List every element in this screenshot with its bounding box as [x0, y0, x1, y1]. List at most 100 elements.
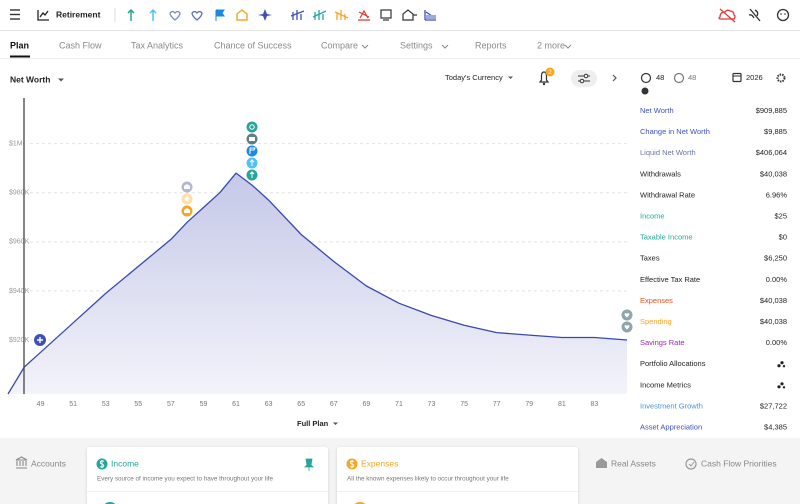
metric-value: $9,885	[764, 127, 787, 136]
x-tick-label: 59	[200, 401, 208, 408]
x-tick-label: 83	[591, 401, 599, 408]
metric-icon	[780, 382, 784, 386]
metric-value: $25	[774, 211, 787, 220]
y-tick-label: $980K	[9, 190, 30, 197]
x-tick-label: 61	[232, 401, 240, 408]
metric-name[interactable]: Taxable Income	[640, 233, 693, 242]
metric-name[interactable]: Withdrawal Rate	[640, 190, 695, 199]
metric-value: $4,385	[764, 422, 787, 431]
metric-name[interactable]: Investment Growth	[640, 401, 703, 410]
panel-header: 48 48 2026	[640, 72, 786, 95]
metric-name[interactable]: Liquid Net Worth	[640, 148, 696, 157]
metric-name[interactable]: Change in Net Worth	[640, 127, 710, 136]
card-badge-glyph	[99, 460, 105, 468]
metric-icon	[777, 364, 781, 368]
priorities-label: Cash Flow Priorities	[701, 458, 777, 468]
tab[interactable]: Cash Flow	[59, 40, 102, 50]
x-tick-label: 77	[493, 401, 501, 408]
metric-name[interactable]: Portfolio Allocations	[640, 359, 706, 368]
tab[interactable]: Plan	[10, 40, 29, 50]
metric-name[interactable]: Expenses	[640, 296, 673, 305]
real-assets-label: Real Assets	[611, 458, 656, 468]
x-tick-label: 53	[102, 401, 110, 408]
x-tick-label: 69	[362, 401, 370, 408]
menu-icon[interactable]	[10, 9, 20, 20]
y-tick-label: $960K	[9, 239, 30, 246]
tab[interactable]: Settings	[400, 40, 433, 50]
metric-name[interactable]: Taxes	[640, 254, 660, 263]
notification-bell[interactable]: 2	[538, 67, 555, 86]
x-tick-label: 81	[558, 401, 566, 408]
event-markers[interactable]	[34, 121, 633, 347]
plan-title[interactable]: Retirement	[56, 9, 101, 19]
metric-value: $27,722	[760, 401, 787, 410]
area-fill	[8, 173, 627, 394]
scenario-select[interactable]: Full Plan	[297, 419, 329, 428]
metric-value: $40,038	[760, 296, 787, 305]
x-tick-label: 71	[395, 401, 403, 408]
currency-select[interactable]: Today's Currency	[445, 73, 503, 82]
pin-icon[interactable]	[304, 458, 314, 471]
tab[interactable]: Compare	[321, 40, 358, 50]
real-assets-tab[interactable]: Real Assets	[596, 458, 656, 468]
card[interactable]	[87, 447, 328, 504]
y-tick-label: $1M	[9, 140, 23, 147]
metric-value: $406,064	[756, 148, 787, 157]
metric-name[interactable]: Income	[640, 211, 665, 220]
timeline-slider[interactable]	[641, 87, 649, 95]
metric-name[interactable]: Income Metrics	[640, 380, 691, 389]
tab[interactable]: Chance of Success	[214, 40, 292, 50]
tab-caret	[361, 44, 369, 49]
net-worth-chart: $920K $940K $960K $980K $1M 49 51 53 55 57 59 61 63 6…	[7, 140, 628, 408]
x-tick-label: 51	[69, 401, 77, 408]
metric-icon	[782, 386, 786, 389]
caret	[333, 422, 338, 425]
metric-name[interactable]: Savings Rate	[640, 338, 685, 347]
x-tick-label: 63	[265, 401, 273, 408]
x-tick-label: 79	[525, 401, 533, 408]
metric-icon	[780, 361, 784, 365]
accounts-tab[interactable]: Accounts	[15, 456, 66, 469]
tab-bar: Plan Cash Flow Tax Analytics Chance of Succ…	[10, 40, 572, 58]
caret	[58, 78, 64, 82]
y-tick-label: $920K	[9, 337, 30, 344]
y-tick-label: $940K	[9, 288, 30, 295]
metric-select[interactable]: Net Worth	[10, 74, 50, 84]
expand-arrow[interactable]	[612, 74, 617, 82]
card-badge-glyph	[349, 460, 355, 468]
tab-caret	[564, 44, 572, 49]
tab[interactable]: 2 more	[537, 40, 565, 50]
metric-value: $40,038	[760, 169, 787, 178]
metric-value: $909,885	[756, 106, 787, 115]
x-tick-label: 49	[37, 401, 45, 408]
x-tick-label: 67	[330, 401, 338, 408]
metric-value: $6,250	[764, 254, 787, 263]
metric-value: $0	[779, 233, 787, 242]
notification-count: 2	[548, 70, 552, 76]
x-tick-label: 65	[297, 401, 305, 408]
metric-value: 0.00%	[766, 275, 788, 284]
metric-icon	[777, 385, 781, 389]
card-description: Every source of income you expect to hav…	[97, 476, 274, 483]
metric-value: $40,038	[760, 317, 787, 326]
metric-name[interactable]: Withdrawals	[640, 169, 681, 178]
tab[interactable]: Reports	[475, 40, 507, 50]
plan-icon	[37, 10, 49, 21]
x-tick-label: 55	[134, 401, 142, 408]
year: 2026	[746, 73, 763, 82]
metric-name[interactable]: Spending	[640, 317, 672, 326]
metrics-list: Net Worth $909,885 Change in Net Worth $9,8…	[640, 106, 787, 432]
accounts-label: Accounts	[31, 458, 66, 468]
metric-name[interactable]: Effective Tax Rate	[640, 275, 700, 284]
filter-button[interactable]	[571, 70, 597, 87]
priorities-tab[interactable]: Cash Flow Priorities	[685, 458, 777, 470]
card[interactable]	[337, 447, 578, 504]
x-tick-label: 57	[167, 401, 175, 408]
metric-name[interactable]: Net Worth	[640, 106, 674, 115]
metric-name[interactable]: Asset Appreciation	[640, 422, 702, 431]
metric-icon	[782, 365, 786, 368]
metric-value: 0.00%	[766, 338, 788, 347]
tab[interactable]: Tax Analytics	[131, 40, 184, 50]
toolbar-icons[interactable]	[127, 8, 790, 23]
